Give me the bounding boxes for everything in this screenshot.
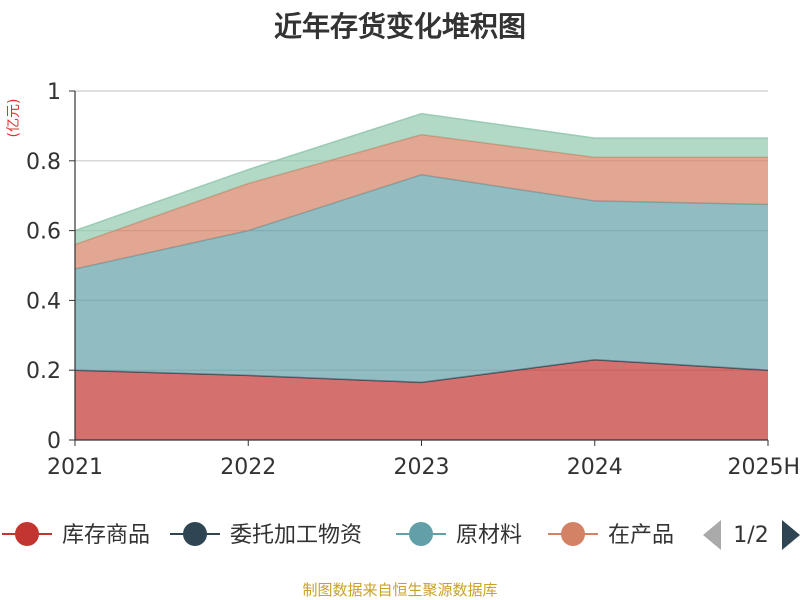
area-series-5 bbox=[75, 113, 768, 245]
legend-marker-icon bbox=[15, 522, 39, 546]
y-tick-label: 0 bbox=[47, 429, 61, 454]
legend-clip bbox=[682, 512, 704, 556]
source-note: 制图数据来自恒生聚源数据库 bbox=[302, 581, 497, 599]
area-series-3 bbox=[75, 174, 768, 383]
legend-marker-icon bbox=[183, 522, 207, 546]
x-tick-label: 2024 bbox=[567, 455, 623, 480]
series-line-5 bbox=[74, 112, 768, 232]
y-tick-label: 0.8 bbox=[26, 150, 61, 175]
y-tick-label: 1 bbox=[47, 80, 61, 105]
y-tick-label: 0.4 bbox=[26, 289, 61, 314]
legend-label: 库存商品 bbox=[62, 523, 150, 548]
x-tick-label: 2025H bbox=[727, 455, 800, 480]
legend-page-indicator: 1/2 bbox=[733, 523, 768, 548]
triangle-left-icon[interactable] bbox=[703, 520, 721, 550]
legend-item[interactable]: 原材料 bbox=[396, 522, 522, 548]
stacked-areas bbox=[74, 112, 769, 440]
x-tick-label: 2021 bbox=[47, 455, 103, 480]
y-tick-label: 0.2 bbox=[26, 359, 61, 384]
axes: 0 0.2 0.4 0.6 0.8 1 2021 2022 2023 2024 2025H bbox=[26, 80, 800, 480]
area-series-1 bbox=[75, 359, 768, 440]
legend: 库存商品 委托加工物资 原材料 在产品 1/2 bbox=[2, 512, 800, 556]
legend-label: 原材料 bbox=[456, 523, 522, 548]
triangle-right-icon[interactable] bbox=[782, 520, 800, 550]
y-tick-label: 0.6 bbox=[26, 220, 61, 245]
y-axis-unit-label: (亿元) bbox=[6, 99, 22, 138]
x-tick-label: 2022 bbox=[220, 455, 276, 480]
legend-item[interactable]: 库存商品 bbox=[2, 522, 150, 548]
legend-label: 在产品 bbox=[608, 523, 674, 548]
legend-marker-icon bbox=[409, 522, 433, 546]
legend-item[interactable]: 委托加工物资 bbox=[170, 522, 362, 548]
chart-title: 近年存货变化堆积图 bbox=[274, 10, 526, 43]
legend-item[interactable]: 在产品 bbox=[548, 522, 674, 548]
legend-marker-icon bbox=[561, 522, 585, 546]
area-series-4 bbox=[75, 134, 768, 269]
x-tick-label: 2023 bbox=[394, 455, 450, 480]
legend-label: 委托加工物资 bbox=[230, 523, 362, 548]
